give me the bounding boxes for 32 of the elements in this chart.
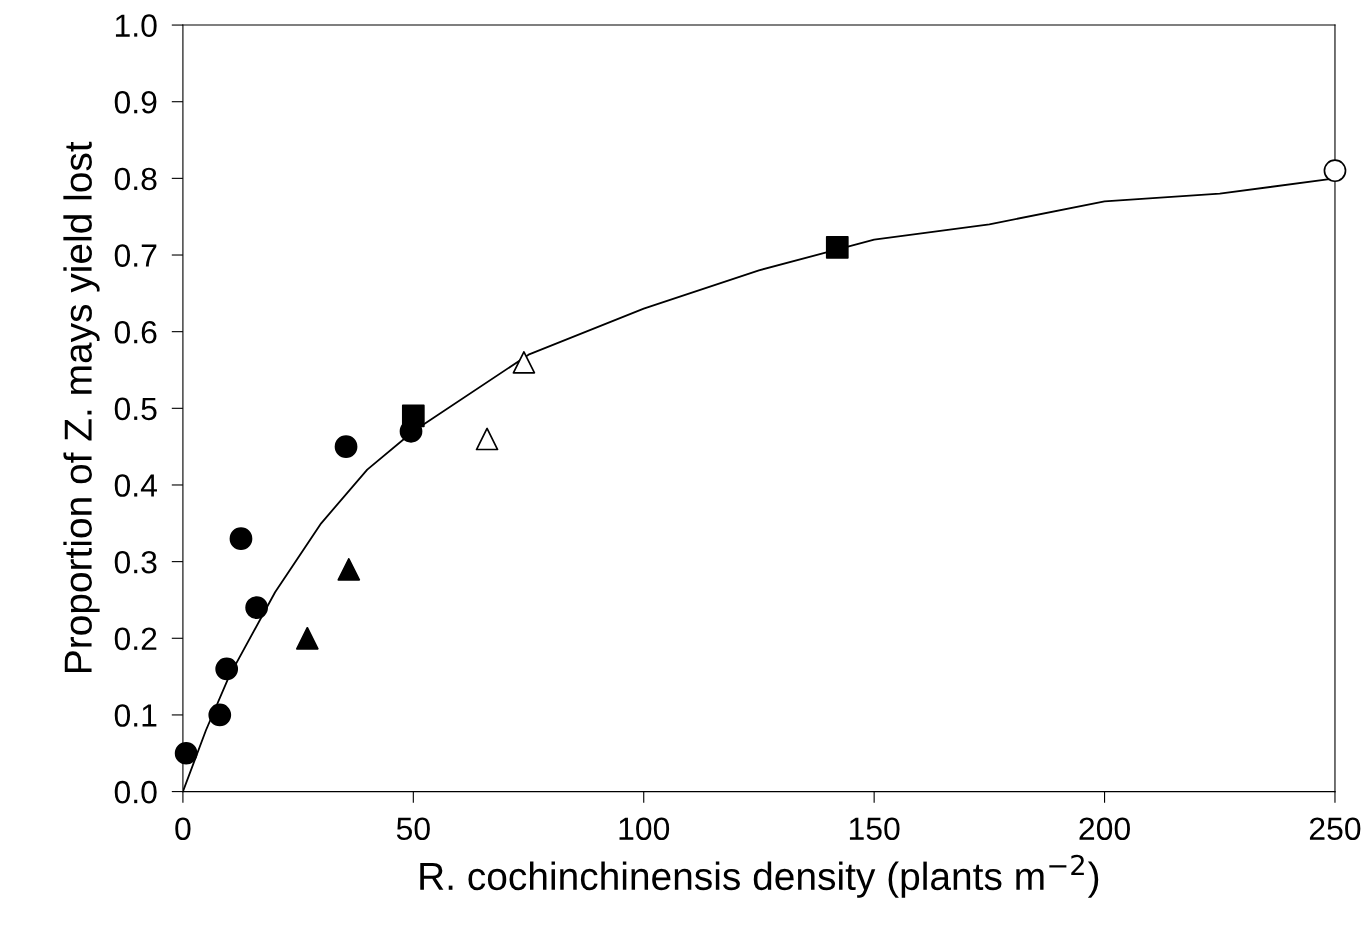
point: [208, 703, 232, 727]
y-tick-label: 0.7: [114, 244, 157, 267]
y-axis-title: Proportion of Z. mays yield lost: [63, 141, 100, 673]
x-axis-title: R. cochinchinensis density (plants m$^{−2}$): [420, 854, 1099, 898]
y-tick-label: 0.3: [114, 550, 157, 574]
point: [825, 235, 849, 259]
y-tick-label: 0.6: [114, 320, 157, 344]
x-tick-label: 150: [849, 817, 900, 841]
y-tick-label: 0.0: [114, 780, 157, 804]
point: [245, 596, 269, 619]
point: [295, 626, 319, 650]
point: [1323, 159, 1347, 183]
y-tick-label: 0.9: [114, 90, 157, 114]
point: [215, 657, 239, 681]
point: [334, 435, 358, 459]
y-tick-label: 0.2: [114, 627, 157, 651]
x-tick-label: 200: [1079, 817, 1130, 841]
y-tick-label: 0.1: [114, 704, 157, 727]
point: [401, 404, 425, 428]
point: [229, 527, 253, 550]
x-tick-label: 100: [619, 817, 670, 841]
x-tick-label: 0: [175, 817, 191, 841]
y-tick-label: 1.0: [115, 14, 157, 37]
x-tick-label: 250: [1309, 817, 1361, 841]
point: [512, 350, 536, 374]
point: [174, 741, 198, 765]
y-tick-label: 0.5: [114, 397, 157, 421]
point: [475, 427, 499, 451]
y-tick-label: 0.4: [114, 474, 157, 497]
y-tick-label: 0.8: [114, 167, 157, 191]
point: [337, 557, 361, 581]
x-tick-label: 50: [396, 817, 430, 841]
